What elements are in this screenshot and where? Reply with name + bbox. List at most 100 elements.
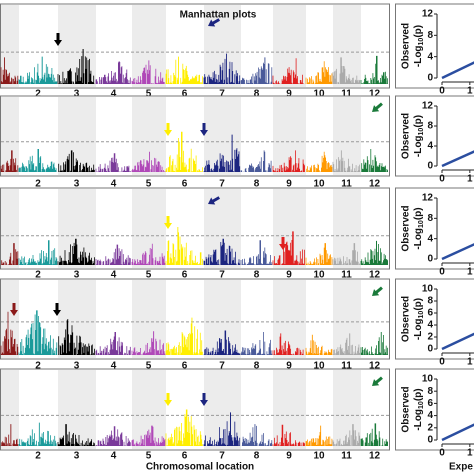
chromosome-label: 8 <box>254 89 260 100</box>
chromosome-points <box>305 334 333 355</box>
chromosome-points <box>57 319 95 355</box>
label-sub: 10 <box>418 38 425 46</box>
arrow <box>200 393 208 406</box>
chromosome-band <box>204 370 241 449</box>
chromosome-label: 11 <box>341 270 352 281</box>
chromosome-band <box>1 97 19 175</box>
chromosome-points <box>0 311 19 355</box>
chromosome-label: 2 <box>35 361 41 372</box>
chromosome-band <box>333 97 361 175</box>
label-part: -Log <box>413 409 424 431</box>
chromosome-label: 12 <box>369 361 381 372</box>
qq-frame <box>395 278 474 360</box>
y-tick-label: 0 <box>427 435 433 446</box>
arrow <box>279 237 287 250</box>
chromosome-points <box>18 56 58 84</box>
y-tick-label: 4 <box>427 233 433 244</box>
chromosome-label: 7 <box>219 179 225 190</box>
chromosome-label: 12 <box>369 89 381 100</box>
arrow <box>164 393 172 406</box>
chromosome-points <box>0 150 19 172</box>
label-part: (p) <box>413 207 424 220</box>
label-part: -Log <box>413 228 424 250</box>
qq-line <box>441 332 474 351</box>
y-tick-label: 12 <box>422 9 434 20</box>
chromosome-points <box>332 333 360 355</box>
chromosome-points <box>95 332 131 355</box>
chromosome-label: 7 <box>219 89 225 100</box>
y-axis-label: Observed <box>401 386 412 432</box>
y-tick-label: 4 <box>427 410 433 421</box>
chromosome-label: 6 <box>182 451 188 462</box>
chromosome-label: 9 <box>286 89 292 100</box>
chromosome-points <box>0 57 19 84</box>
chromosome-label: 6 <box>182 89 188 100</box>
y-axis-label: Observed <box>401 113 412 159</box>
chromosome-label: 4 <box>111 179 117 190</box>
y-tick-label: 8 <box>427 386 433 397</box>
label-part: (p) <box>413 115 424 128</box>
chromosome-band <box>333 5 361 87</box>
chromosome-points <box>332 243 360 265</box>
chromosome-label: 5 <box>146 89 152 100</box>
chromosome-points <box>57 424 95 446</box>
y-axis-label: -Log10(p) <box>413 388 425 430</box>
y-tick-label: 6 <box>427 398 433 409</box>
chromosome-points <box>165 227 203 265</box>
chromosome-label: 8 <box>254 179 260 190</box>
y-axis-label: -Log10(p) <box>413 298 425 340</box>
chart-title: Manhattan plots <box>180 10 257 21</box>
chromosome-points <box>203 330 241 355</box>
chromosome-points <box>95 61 131 84</box>
x-tick-label: 1 <box>467 357 473 368</box>
chromosome-label: 4 <box>111 451 117 462</box>
chromosome-points <box>203 134 241 172</box>
label-part: (p) <box>413 25 424 38</box>
chromosome-points <box>57 238 95 265</box>
chromosome-points <box>18 310 58 355</box>
qq-line <box>441 150 474 168</box>
arrow <box>200 123 208 136</box>
chromosome-points <box>360 55 388 84</box>
chromosome-points <box>272 424 305 446</box>
qq-frame <box>395 95 474 177</box>
chromosome-points <box>360 423 388 446</box>
chromosome-points <box>203 238 241 265</box>
chromosome-label: 12 <box>369 270 381 281</box>
y-tick-label: 10 <box>422 374 434 385</box>
qq-frame <box>395 3 474 89</box>
arrow <box>372 376 383 386</box>
chromosome-label: 3 <box>74 361 80 372</box>
chromosome-label: 11 <box>341 361 352 372</box>
chromosome-label: 7 <box>219 451 225 462</box>
chromosome-label: 10 <box>313 361 325 372</box>
chromosome-label: 10 <box>313 270 325 281</box>
x-tick-label: 1 <box>467 174 473 185</box>
chromosome-label: 5 <box>146 451 152 462</box>
chromosome-label: 2 <box>35 179 41 190</box>
chromosome-label: 2 <box>35 451 41 462</box>
chromosome-label: 2 <box>35 89 41 100</box>
chromosome-points <box>131 151 166 172</box>
chromosome-label: 2 <box>35 270 41 281</box>
chromosome-label: 6 <box>182 270 188 281</box>
y-tick-label: 12 <box>422 193 434 204</box>
x-tick-label: 1 <box>467 448 473 459</box>
chromosome-label: 3 <box>74 451 80 462</box>
chromosome-label: 9 <box>286 361 292 372</box>
label-part: (p) <box>413 388 424 401</box>
chromosome-points <box>165 131 203 172</box>
chromosome-points <box>305 151 333 172</box>
chromosome-points <box>0 424 19 446</box>
y-tick-label: 12 <box>422 101 434 112</box>
chromosome-points <box>95 244 131 265</box>
x-axis-label: Chromosomal location <box>146 462 254 473</box>
chromosome-label: 7 <box>219 270 225 281</box>
chromosome-label: 4 <box>111 89 117 100</box>
chromosome-label: 8 <box>254 270 260 281</box>
chromosome-label: 6 <box>182 179 188 190</box>
arrow <box>53 303 61 316</box>
chromosome-points <box>165 56 203 84</box>
chromosome-label: 3 <box>74 89 80 100</box>
label-sub: 10 <box>418 401 425 409</box>
